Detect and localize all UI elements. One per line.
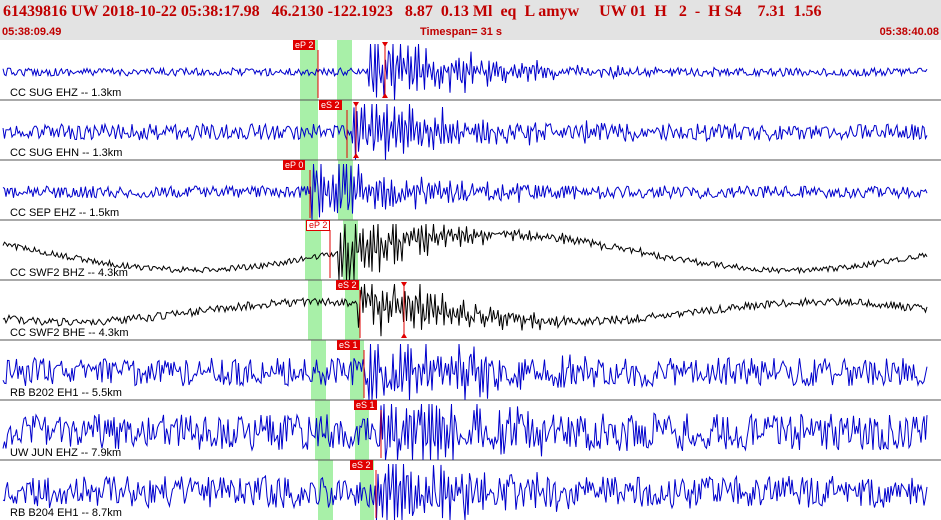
phase-window [305, 220, 321, 280]
pick-triangle [353, 153, 359, 158]
phase-window [360, 460, 374, 520]
timespan: Timespan= 31 s [420, 26, 503, 38]
phase-window [300, 100, 318, 160]
trace-label: CC SUG EHN -- 1.3km [10, 147, 123, 159]
pick-flag[interactable]: eS 2 [319, 100, 342, 110]
pick-triangle [353, 102, 359, 107]
phase-window [355, 400, 369, 460]
pick-flag[interactable]: eS 1 [354, 400, 377, 410]
pick-flag[interactable]: eS 1 [337, 340, 360, 350]
end-time: 05:38:40.08 [879, 26, 939, 38]
phase-window [315, 400, 330, 460]
event-header: 61439816 UW 2018-10-22 05:38:17.98 46.21… [0, 0, 941, 40]
phase-window [337, 40, 352, 100]
seismic-trace [2, 343, 928, 401]
phase-window [311, 340, 326, 400]
trace-label: CC SWF2 BHZ -- 4.3km [10, 267, 128, 279]
pick-flag[interactable]: eP 2 [293, 40, 316, 50]
start-time: 05:38:09.49 [2, 26, 62, 38]
trace-label: CC SUG EHZ -- 1.3km [10, 87, 122, 99]
seismic-trace [2, 163, 928, 221]
pick-triangle [401, 282, 407, 287]
seismic-trace [2, 43, 928, 101]
pick-triangle [401, 333, 407, 338]
phase-window [308, 280, 322, 340]
pick-flag[interactable]: eS 2 [336, 280, 359, 290]
pick-triangle [382, 42, 388, 47]
seismic-trace [2, 403, 928, 461]
trace-label: UW JUN EHZ -- 7.9km [10, 447, 122, 459]
seismic-trace [2, 283, 928, 337]
seismic-trace [2, 103, 928, 161]
waveform-panel[interactable]: CC SUG EHZ -- 1.3km CC SUG EHN -- 1.3km … [0, 40, 941, 520]
event-summary-line: 61439816 UW 2018-10-22 05:38:17.98 46.21… [3, 3, 822, 20]
pick-flag[interactable]: eP 2 [306, 220, 331, 231]
seismic-trace [2, 223, 928, 281]
trace-label: RB B204 EH1 -- 8.7km [10, 507, 122, 519]
phase-window [345, 280, 360, 340]
seismic-trace [2, 463, 928, 520]
trace-label: RB B202 EH1 -- 5.5km [10, 387, 122, 399]
phase-window [300, 40, 318, 100]
pick-flag[interactable]: eP 0 [283, 160, 306, 170]
trace-label: CC SEP EHZ -- 1.5km [10, 207, 120, 219]
pick-triangle [382, 93, 388, 98]
pick-flag[interactable]: eS 2 [350, 460, 373, 470]
trace-label: CC SWF2 BHE -- 4.3km [10, 327, 129, 339]
waveform-canvas[interactable] [0, 40, 941, 520]
